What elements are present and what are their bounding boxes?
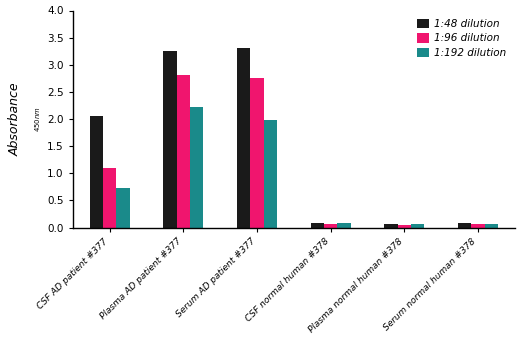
Legend: 1:48 dilution, 1:96 dilution, 1:192 dilution: 1:48 dilution, 1:96 dilution, 1:192 dilu… (413, 16, 510, 61)
Bar (250, 78, 264, 228)
Text: Absorbance: Absorbance (9, 82, 22, 156)
Bar (90, 116, 103, 228)
Bar (384, 224, 398, 228)
Bar (485, 224, 498, 228)
Bar (116, 188, 129, 228)
Bar (264, 120, 277, 228)
Bar (398, 225, 411, 228)
Bar (177, 75, 190, 228)
Bar (163, 51, 177, 228)
Bar (103, 168, 116, 228)
Bar (190, 107, 203, 228)
Bar (458, 223, 471, 228)
Bar (411, 224, 424, 228)
Bar (311, 223, 324, 228)
Bar (471, 224, 485, 228)
Bar (337, 223, 350, 228)
Bar (324, 224, 337, 228)
Bar (237, 49, 250, 228)
Text: $_{450nm}$: $_{450nm}$ (33, 106, 43, 132)
